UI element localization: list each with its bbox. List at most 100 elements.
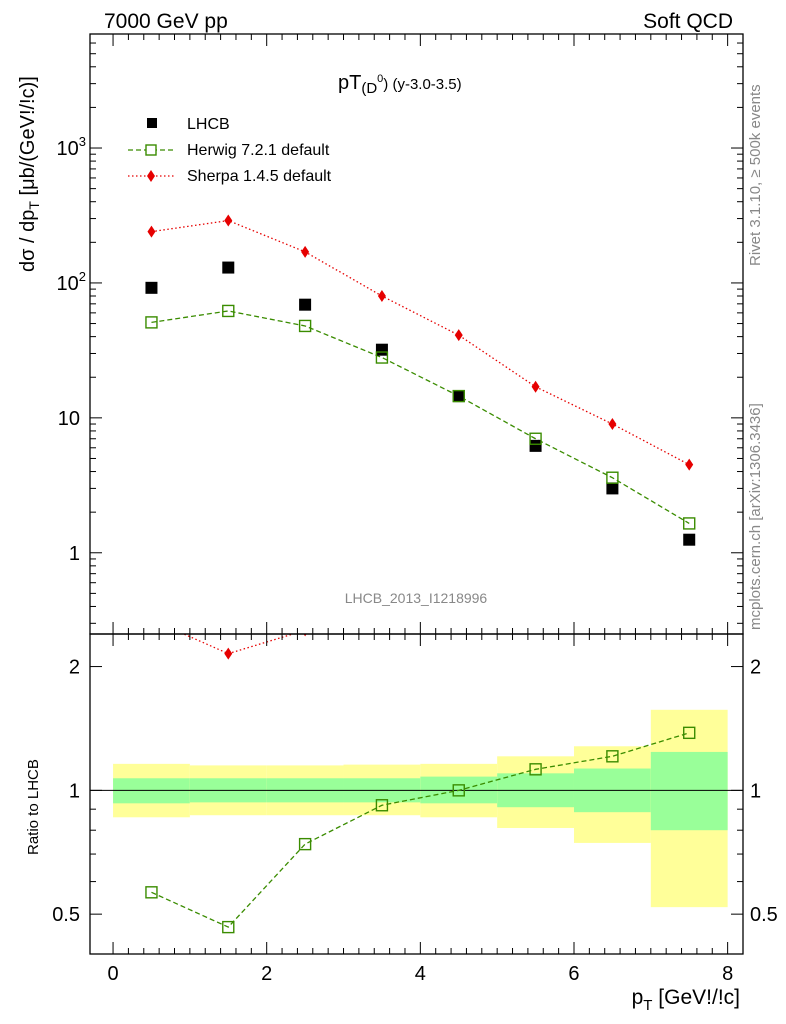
ratio-markers (145, 556, 696, 934)
main-y-tick-label: 102 (57, 269, 86, 295)
ratio-bands (113, 709, 728, 908)
main-point-herwig (222, 304, 235, 318)
legend: LHCB Herwig 7.2.1 default Sherpa 1.4.5 d… (128, 116, 332, 185)
main-y-tick-label: 103 (57, 134, 86, 160)
main-point-herwig (683, 517, 696, 530)
ratio-band-green (650, 751, 728, 831)
title-sub: (D (361, 80, 377, 97)
ratio-y-tick-label-right: 1 (750, 780, 761, 802)
x-axis-label: pT [GeV!/!c] (632, 986, 740, 1014)
main-point-herwig (298, 319, 312, 333)
ratio-point-herwig (452, 784, 465, 797)
main-point-lhcb (529, 439, 542, 452)
main-y-tick-label: 10 (58, 408, 80, 430)
legend-marker-sherpa (147, 170, 155, 182)
main-x-ticks (112, 34, 729, 634)
main-y-tick-base: 10 (57, 138, 79, 160)
ratio-y-tick-label: 2 (69, 657, 80, 679)
analysis-watermark: LHCB_2013_I1218996 (345, 590, 488, 606)
main-point-herwig (452, 389, 465, 403)
header-right-label: Soft QCD (643, 10, 733, 33)
ratio-point-herwig (145, 886, 158, 899)
xlabel-rest: [GeV!/!c] (652, 986, 740, 1009)
ratio-x-ticks: 0 2 4 6 8 (107, 634, 733, 985)
main-point-sherpa (224, 214, 233, 227)
legend-marker-herwig (145, 144, 157, 156)
main-point-sherpa (531, 380, 540, 393)
ratio-y-tick-label: 1 (69, 780, 80, 802)
title-main: pT (338, 72, 361, 94)
ratio-point-sherpa (224, 647, 233, 660)
main-point-sherpa (454, 329, 463, 342)
title-sup: 0 (377, 73, 383, 85)
xlabel-sub: T (643, 997, 652, 1014)
main-point-sherpa (685, 458, 694, 471)
main-point-lhcb (606, 482, 619, 495)
x-tick-label: 8 (722, 963, 733, 985)
main-y-tick-exponent: 2 (79, 269, 86, 284)
ratio-point-sherpa (532, 604, 540, 616)
ratio-point-herwig (606, 750, 619, 763)
ratio-point-sherpa (378, 621, 386, 633)
ratio-series-lines (151, 634, 690, 928)
x-tick-label: 4 (415, 963, 426, 985)
mcplots-reference-label: mcplots.cern.ch [arXiv:1306.3436] (747, 403, 764, 630)
ylabel-sub: T (26, 201, 42, 210)
main-y-tick-label: 1 (69, 543, 80, 565)
main-y-tick-exponent: 3 (79, 134, 86, 149)
main-point-sherpa (377, 290, 386, 303)
main-point-lhcb (683, 533, 696, 546)
legend-marker-lhcb (147, 118, 157, 128)
ratio-point-sherpa (685, 556, 693, 568)
x-tick-label: 0 (107, 963, 118, 985)
main-point-herwig (375, 351, 389, 364)
main-point-lhcb (452, 390, 465, 403)
ratio-line-1 (182, 634, 296, 655)
ratio-line-0 (151, 732, 690, 928)
x-tick-label: 6 (568, 963, 579, 985)
x-tick-label: 2 (261, 963, 272, 985)
title-close: ) (383, 76, 388, 93)
main-line-1 (151, 310, 690, 524)
ylabel-main: dσ / dp (17, 210, 39, 272)
ratio-y-axis-label: Ratio to LHCB (25, 759, 42, 855)
ratio-panel-frame (89, 633, 744, 955)
rivet-version-label: Rivet 3.1.10, ≥ 500k events (747, 84, 764, 266)
ratio-point-herwig (683, 726, 696, 740)
main-point-sherpa (147, 225, 156, 238)
main-point-sherpa (301, 245, 310, 258)
main-y-axis-label: dσ / dpT [μb/(GeV!/!c)] (17, 76, 42, 272)
header-left-label: 7000 GeV pp (104, 10, 228, 33)
main-line-2 (151, 219, 690, 466)
ratio-point-herwig (298, 837, 312, 851)
main-point-lhcb (299, 298, 312, 311)
legend-label-herwig: Herwig 7.2.1 default (187, 142, 330, 159)
main-y-tick-base: 10 (57, 273, 79, 295)
main-point-lhcb (145, 281, 158, 294)
main-point-herwig (529, 432, 542, 445)
legend-label-sherpa: Sherpa 1.4.5 default (187, 168, 332, 185)
main-y-tick-base: 1 (69, 543, 80, 565)
ratio-y-tick-label-right: 0.5 (750, 904, 778, 926)
main-title: pT(D0) (y-3.0-3.5) (338, 72, 462, 97)
ratio-point-herwig (375, 799, 389, 812)
main-series-lines (151, 219, 690, 524)
main-markers (145, 214, 696, 546)
title-rest: (y-3.0-3.5) (388, 76, 461, 93)
main-point-lhcb (222, 261, 235, 274)
main-point-lhcb (375, 343, 388, 356)
ratio-point-sherpa (147, 614, 155, 626)
main-point-herwig (145, 316, 158, 329)
ratio-point-sherpa (608, 588, 616, 600)
ratio-y-tick-label-right: 2 (750, 657, 761, 679)
ratio-point-herwig (529, 763, 542, 776)
ratio-y-ticks: 0.5 0.5 1 1 2 2 (52, 657, 778, 955)
ratio-y-tick-label: 0.5 (52, 904, 80, 926)
ylabel-rest: [μb/(GeV!/!c)] (17, 76, 39, 201)
ratio-point-herwig (222, 920, 235, 934)
legend-label-lhcb: LHCB (187, 116, 230, 133)
main-y-tick-base: 10 (58, 408, 80, 430)
xlabel-main: p (632, 986, 644, 1009)
